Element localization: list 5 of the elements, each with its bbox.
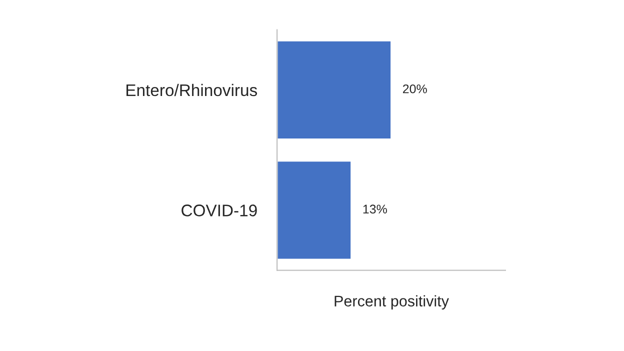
x-axis-title: Percent positivity [334, 295, 449, 310]
y-tick-label: Entero/Rhinovirus [126, 84, 258, 96]
data-label: 13% [363, 204, 387, 214]
data-label: 20% [402, 84, 427, 94]
y-tick-label: COVID-19 [182, 204, 257, 216]
